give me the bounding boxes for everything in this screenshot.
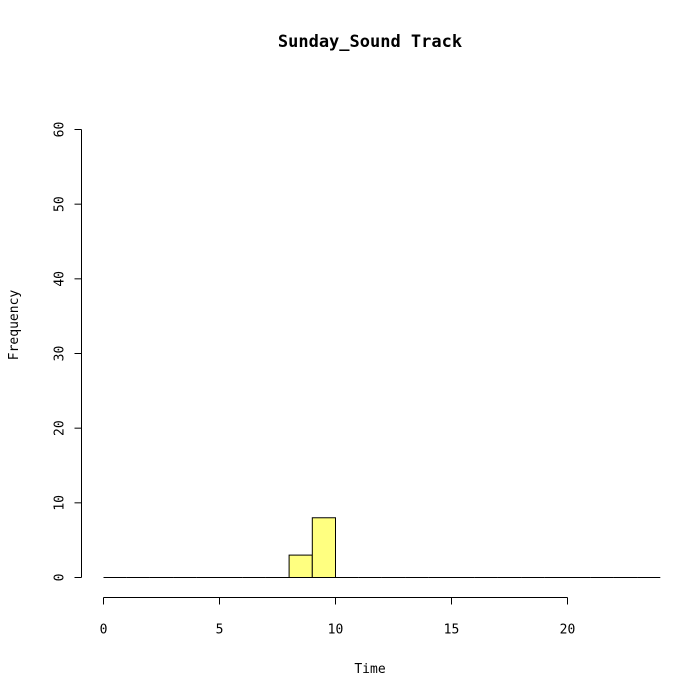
x-tick-label: 5 <box>216 623 224 638</box>
histogram-bar <box>311 517 336 578</box>
histogram-bar <box>288 554 313 578</box>
y-tick-label: 20 <box>53 420 68 436</box>
bars-layer <box>103 517 661 578</box>
y-tick-label: 50 <box>53 196 68 212</box>
y-tick-label: 40 <box>53 271 68 287</box>
y-tick-label: 30 <box>53 346 68 362</box>
y-tick-label: 0 <box>53 574 68 582</box>
y-axis-label: Frequency <box>7 290 22 361</box>
chart-title: Sunday_Sound Track <box>278 32 462 52</box>
x-tick-label: 10 <box>328 623 344 638</box>
y-axis: 0 10 20 30 40 50 60 <box>53 122 82 582</box>
x-axis-label: Time <box>354 662 385 677</box>
x-tick-label: 20 <box>560 623 576 638</box>
x-tick-label: 0 <box>100 623 108 638</box>
y-tick-label: 60 <box>53 122 68 138</box>
x-tick-label: 15 <box>444 623 460 638</box>
x-axis: 0 5 10 15 20 <box>100 597 576 638</box>
y-tick-label: 10 <box>53 495 68 511</box>
